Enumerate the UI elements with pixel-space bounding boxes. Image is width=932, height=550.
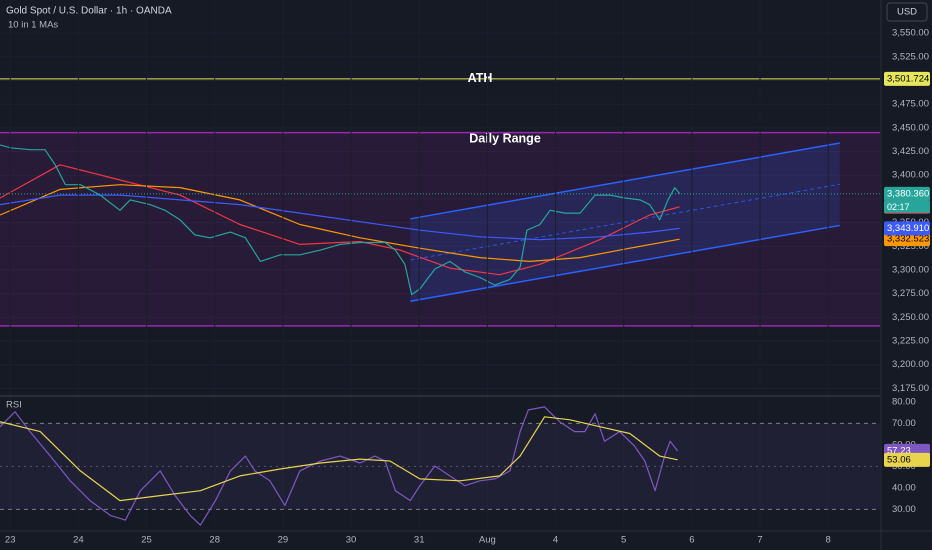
y-tick-label: 3,275.00 [892,288,929,299]
range-label: Daily Range [469,132,541,146]
y-tick-label: 3,175.00 [892,383,929,394]
y-tick-label: 80.00 [892,396,916,407]
countdown-tag [884,200,930,213]
x-tick-label: 30 [346,535,357,546]
series-line [0,144,681,296]
series-line [0,164,680,276]
x-tick-label: 6 [689,535,694,546]
price-tag [884,221,930,236]
rsi-title: RSI [6,400,22,411]
x-tick-label: 7 [757,535,762,546]
y-tick-label: 40.00 [892,482,916,493]
y-tick-label: 3,550.00 [892,28,929,39]
price-tag [884,232,930,247]
x-tick-label: 5 [621,535,626,546]
y-tick-label: 3,475.00 [892,99,929,110]
price-tag [884,452,930,467]
x-tick-label: 4 [553,535,558,546]
y-tick-label: 3,425.00 [892,146,929,157]
price-tag [884,186,930,201]
price-tag-label: 3,380.360 [887,188,929,199]
price-tag-label: 53.06 [887,454,911,465]
y-tick-label: 3,325.00 [892,241,929,252]
ath-label: ATH [468,71,493,85]
x-tick-label: 28 [209,535,220,546]
series-line [0,194,680,241]
x-tick-label: 29 [278,535,289,546]
y-tick-label: 30.00 [892,504,916,515]
x-tick-label: 31 [414,535,425,546]
y-tick-label: 3,200.00 [892,359,929,370]
series-line [0,184,680,262]
x-tick-label: Aug [479,535,496,546]
price-tag-label: 3,343.910 [887,223,929,234]
countdown-label: 02:17 [887,202,910,212]
x-tick-label: 8 [826,535,831,546]
channel-upper [410,142,840,220]
x-tick-label: 25 [141,535,152,546]
plot-layer: Daily Range ATH [0,32,880,526]
x-tick-label: 24 [73,535,84,546]
y-tick-label: 3,450.00 [892,122,929,133]
series-line [0,416,678,502]
price-tag-label: 3,332.523 [887,234,929,245]
y-tick-label: 3,225.00 [892,336,929,347]
channel-mid [410,183,840,261]
channel-lower [410,224,840,302]
currency[interactable]: USD [897,7,917,18]
ath-tag [884,71,930,86]
indicator-label: 10 in 1 MAs [8,20,58,31]
x-tick-label: 23 [5,535,16,546]
y-tick-label: 70.00 [892,418,916,429]
y-tick-label: 3,525.00 [892,51,929,62]
y-tick-label: 3,300.00 [892,264,929,275]
currency-button[interactable] [886,2,928,22]
ath-tag-label: 3,501.724 [887,73,929,84]
y-tick-label: 3,250.00 [892,312,929,323]
price-tag-label: 57.23 [887,445,911,456]
chart-title: Gold Spot / U.S. Dollar · 1h · OANDA [6,6,172,17]
y-tick-label: 3,400.00 [892,170,929,181]
